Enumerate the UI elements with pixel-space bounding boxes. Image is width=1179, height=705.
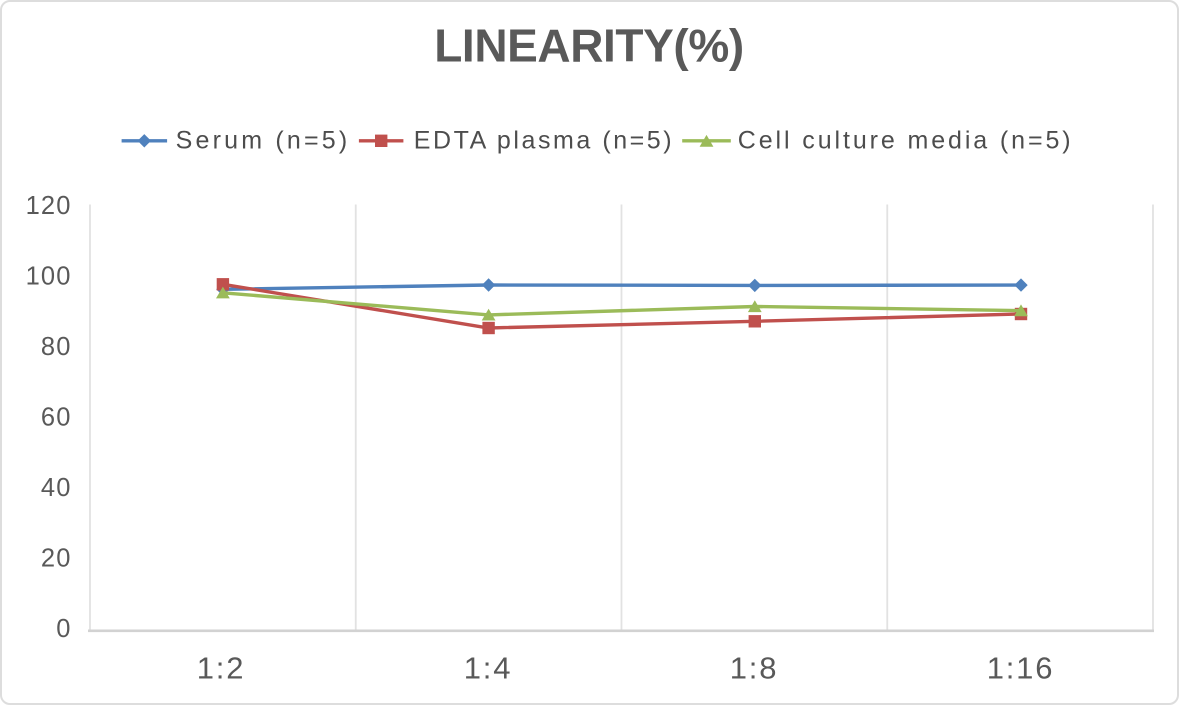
svg-text:Serum (n=5): Serum (n=5) <box>176 127 351 155</box>
svg-text:1:16: 1:16 <box>987 651 1055 686</box>
svg-text:20: 20 <box>41 545 72 573</box>
svg-text:Cell culture media (n=5): Cell culture media (n=5) <box>738 127 1074 155</box>
svg-text:120: 120 <box>26 192 72 220</box>
svg-text:1:8: 1:8 <box>730 651 779 686</box>
svg-text:60: 60 <box>41 404 72 432</box>
svg-text:100: 100 <box>26 263 72 291</box>
svg-text:0: 0 <box>56 615 71 643</box>
svg-text:80: 80 <box>41 333 72 361</box>
svg-text:LINEARITY(%): LINEARITY(%) <box>434 20 744 72</box>
svg-text:1:4: 1:4 <box>464 651 513 686</box>
svg-text:1:2: 1:2 <box>197 651 246 686</box>
svg-text:40: 40 <box>41 474 72 502</box>
svg-text:EDTA plasma (n=5): EDTA plasma (n=5) <box>414 127 674 155</box>
